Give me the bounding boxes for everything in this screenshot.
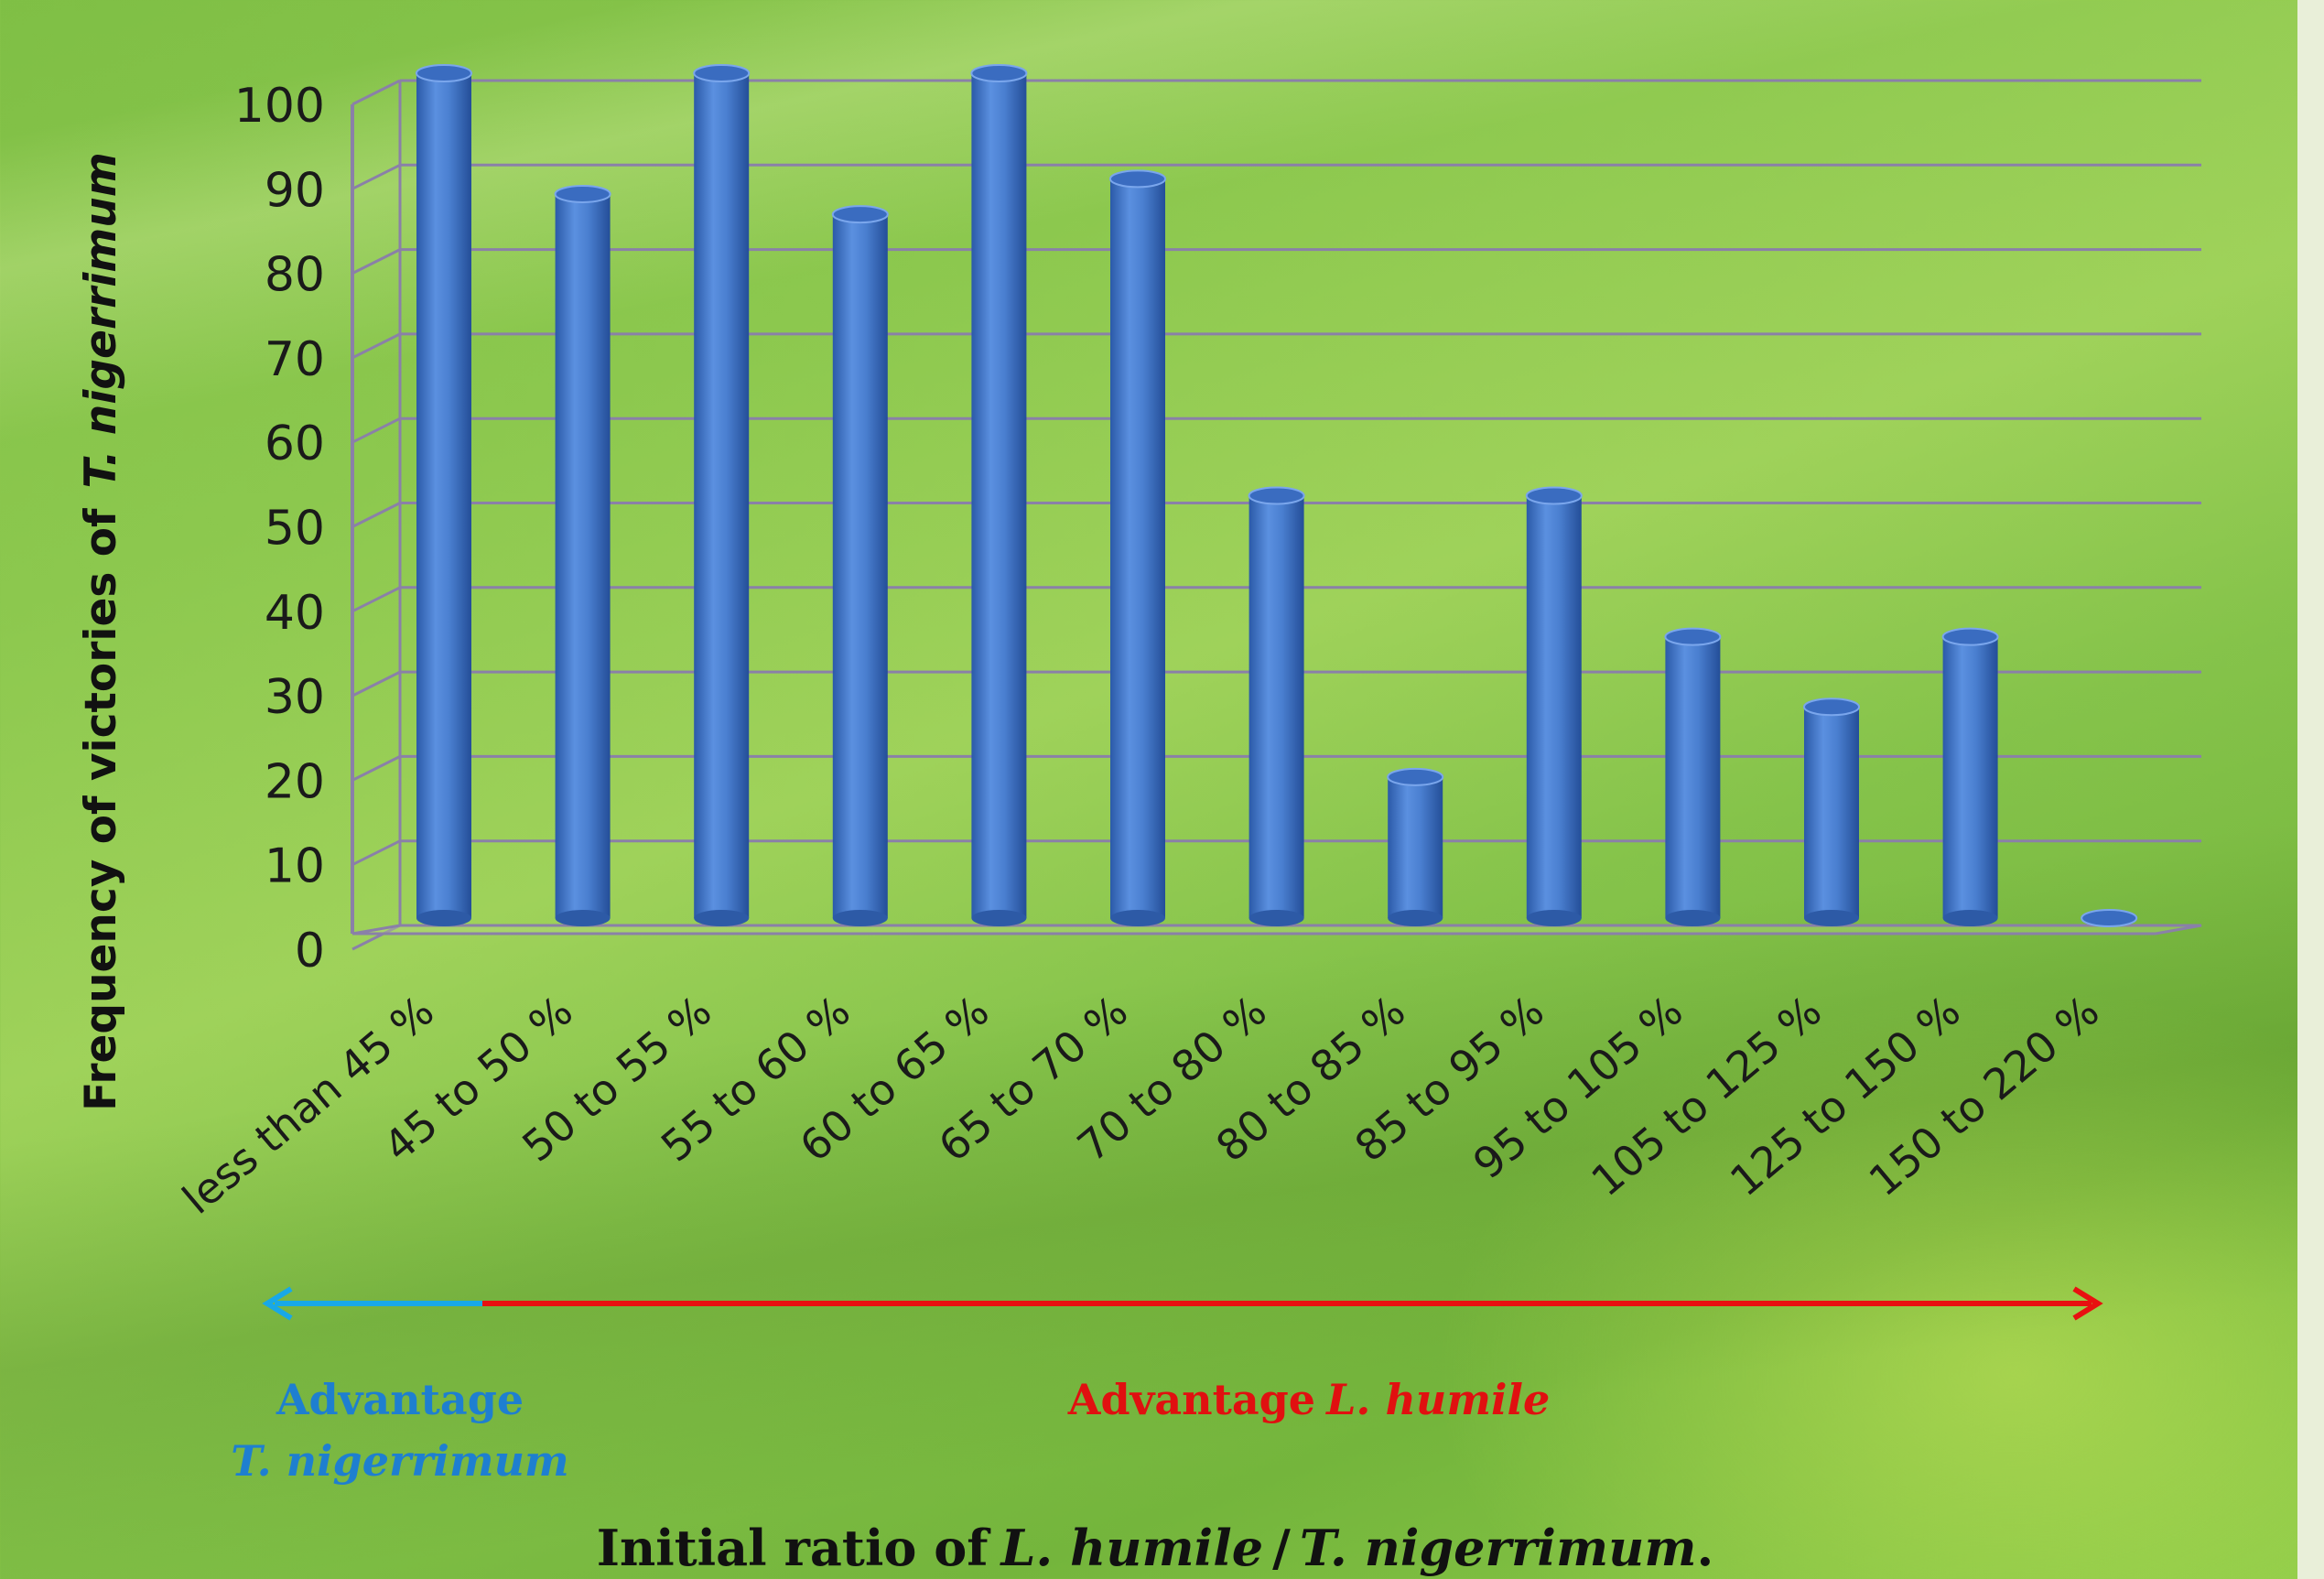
x-axis-label: Initial ratio of L. humile / T. nigerrimum. (597, 1519, 1714, 1577)
x-axis-label-prefix: Initial ratio of (597, 1519, 992, 1577)
right-edge-strip (2297, 0, 2324, 1579)
bar (970, 64, 1028, 926)
y-tick-label: 50 (265, 502, 325, 557)
y-tick-label: 80 (265, 248, 325, 303)
bar-body (1942, 636, 1998, 918)
y-tick-label: 10 (265, 839, 325, 894)
y-tick-label: 100 (234, 79, 325, 134)
bar-top (1248, 486, 1305, 505)
bar-base (416, 910, 471, 926)
y-tick-label: 70 (265, 332, 325, 387)
bar (554, 184, 611, 926)
bar-top (1803, 698, 1860, 717)
arrow-right-head (2072, 1286, 2103, 1321)
bar-body (1526, 495, 1582, 918)
gridline-side (351, 924, 401, 951)
bar-base (971, 910, 1027, 926)
bar (416, 64, 472, 926)
bar-base (1942, 910, 1998, 926)
bar-top (970, 64, 1028, 82)
y-axis-label-italic: T. nigerrimum (76, 152, 126, 488)
bar-top (1109, 169, 1166, 189)
bar (1387, 767, 1444, 926)
bar-top (1525, 486, 1583, 505)
bar-base (1110, 910, 1165, 926)
y-axis-label: Frequency of victories of T. nigerrimum (76, 152, 126, 1110)
y-axis-label-regular: Frequency of victories of (76, 508, 126, 1111)
advantage-right-label: Advantage L. humile (1067, 1375, 1550, 1424)
bar-body (832, 214, 888, 919)
bar-top (416, 64, 472, 82)
y-tick-label: 30 (265, 670, 325, 725)
y-tick-label: 20 (265, 754, 325, 809)
y-tick-label: 0 (295, 924, 325, 979)
bar-body (1804, 707, 1859, 918)
gridline-side (351, 586, 401, 613)
gridline-side (351, 163, 401, 190)
x-tick-label: 125 to 150 % (1721, 986, 1970, 1206)
bar (1248, 486, 1305, 926)
bar (693, 64, 751, 926)
gridline-side (351, 248, 401, 275)
y-tick-label: 60 (265, 416, 325, 471)
bar (1941, 627, 1999, 926)
bar (1664, 627, 1722, 926)
advantage-arrow (262, 1286, 2103, 1321)
x-axis-label-separator: / (1272, 1519, 1291, 1577)
advantage-right-label-italic: L. humile (1324, 1375, 1550, 1424)
bar-top (831, 205, 889, 224)
bar-base (555, 910, 611, 926)
bar-top (1387, 767, 1444, 786)
bar-top (1664, 627, 1722, 646)
gridline-side (351, 79, 401, 106)
bar-base (1526, 910, 1582, 926)
bar-body (971, 73, 1027, 918)
bar-base (694, 910, 750, 926)
bar-top (2081, 909, 2138, 927)
x-axis-label-species2: T. nigerrimum (1300, 1519, 1697, 1577)
bar-top (1941, 627, 1999, 646)
bar (831, 205, 889, 926)
bar-base (1388, 910, 1443, 926)
gridline-side (351, 416, 401, 444)
bar (1525, 486, 1583, 926)
bar (2081, 909, 2138, 927)
bar-base (832, 910, 888, 926)
bar-body (1110, 178, 1165, 918)
bar-body (694, 73, 750, 918)
chart-floor (351, 924, 2202, 936)
x-axis-label-suffix: . (1696, 1519, 1713, 1577)
x-tick-labels: less than 45 %45 to 50 %50 to 55 %55 to … (173, 986, 2108, 1224)
bar-top (693, 64, 751, 82)
gridline-side (351, 755, 401, 782)
x-tick-label: 150 to 220 % (1860, 986, 2109, 1206)
advantage-left-label-line2: T. nigerrimum (231, 1436, 568, 1486)
gridline-side (351, 839, 401, 867)
bars (416, 64, 2138, 927)
bar (1109, 169, 1166, 926)
x-axis-label-species1: L. humile (999, 1519, 1263, 1577)
bar-body (416, 73, 471, 918)
y-tick-label: 40 (265, 586, 325, 641)
bar-base (1804, 910, 1859, 926)
x-tick-label: 105 to 125 % (1582, 986, 1831, 1206)
bar-base (1665, 910, 1721, 926)
bar-body (1665, 636, 1721, 918)
gridline-side (351, 670, 401, 698)
gridline-side (351, 332, 401, 360)
bar (1803, 698, 1860, 926)
x-tick-label: less than 45 % (173, 986, 443, 1224)
bar-base (1248, 910, 1304, 926)
bar-body (1248, 495, 1304, 918)
advantage-right-label-regular: Advantage (1067, 1375, 1315, 1424)
arrow-left-head (262, 1286, 293, 1321)
bar-body (555, 193, 611, 918)
bar-top (554, 184, 611, 203)
bar-body (1388, 776, 1443, 918)
advantage-left-label-line1: Advantage (276, 1375, 524, 1424)
gridline-side (351, 502, 401, 528)
y-tick-labels: 0 10 20 30 40 50 60 70 80 90 100 (234, 79, 325, 979)
y-tick-label: 90 (265, 163, 325, 218)
